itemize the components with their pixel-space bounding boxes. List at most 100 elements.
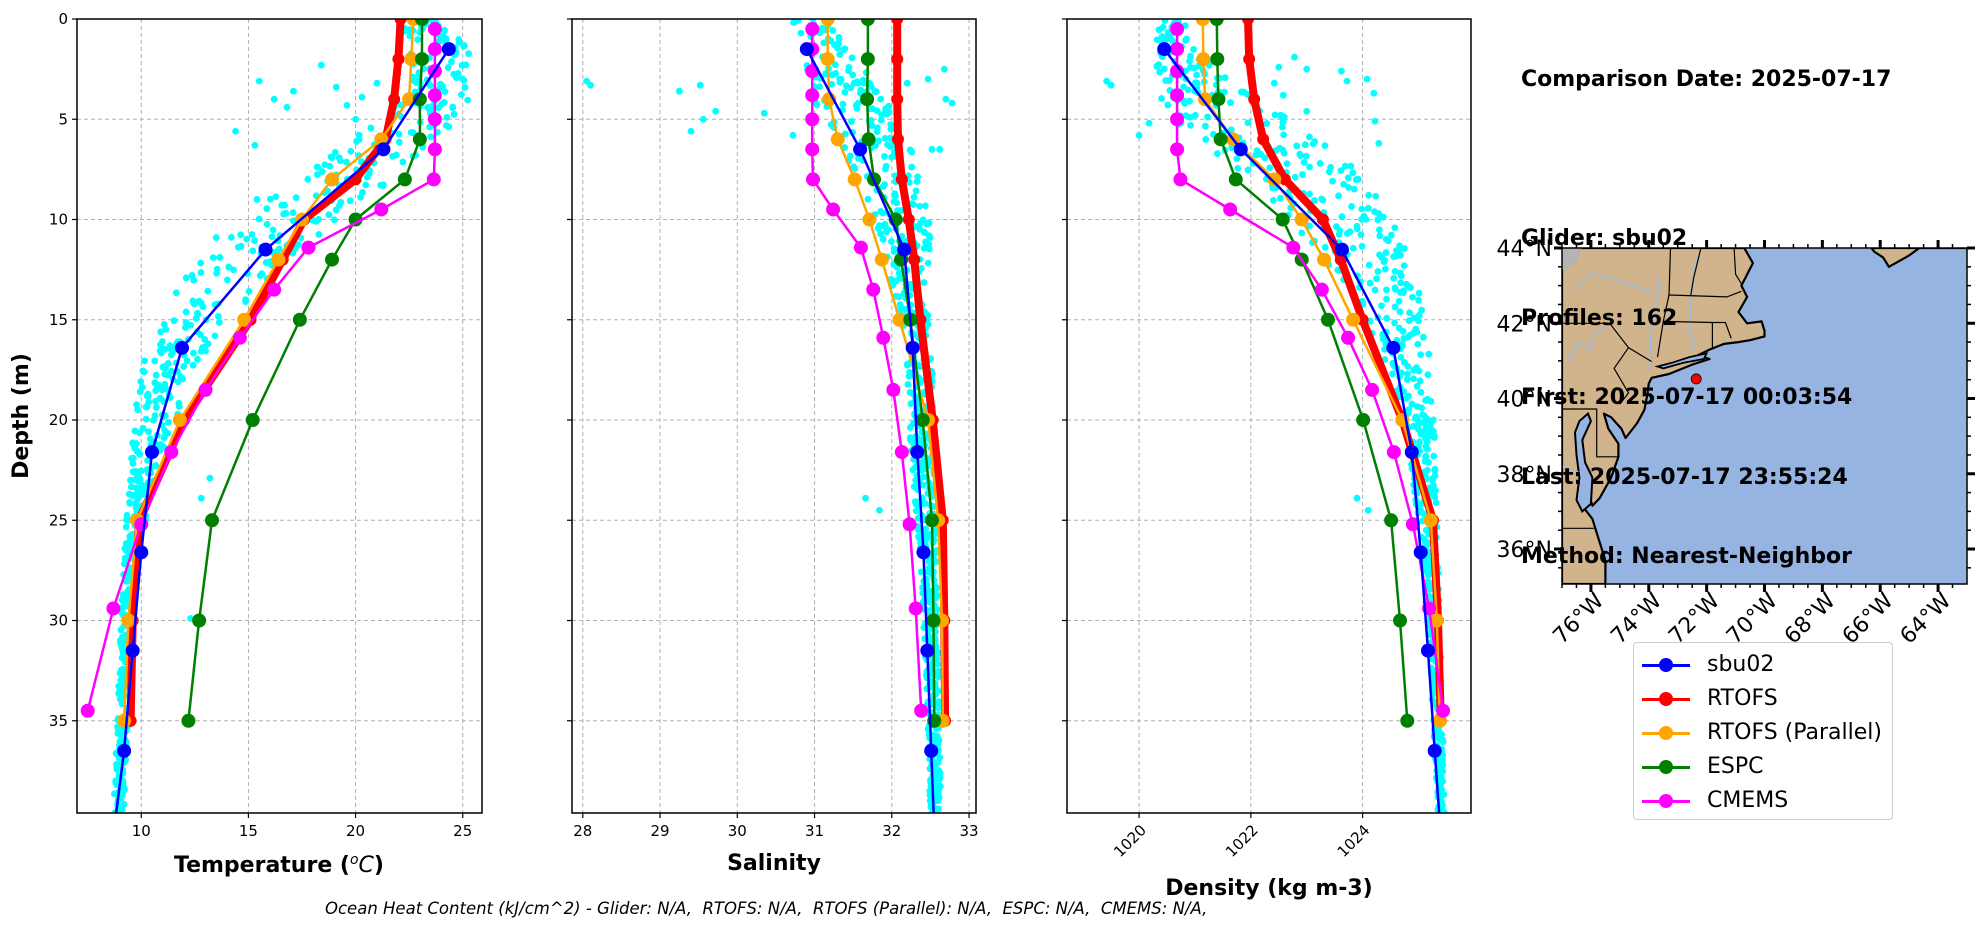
observation-point [243, 235, 251, 243]
observation-outlier [696, 81, 704, 89]
observation-point [268, 233, 276, 241]
observation-outlier [373, 79, 381, 87]
observation-point [1158, 95, 1165, 102]
observation-point [906, 369, 914, 376]
observation-point [1187, 63, 1194, 71]
observation-point [1350, 185, 1358, 193]
observation-point [189, 297, 197, 305]
series-marker [145, 445, 159, 460]
observation-outlier [1303, 107, 1311, 115]
series-espc [860, 19, 942, 728]
observation-point [841, 45, 849, 53]
series-marker [198, 382, 213, 397]
series-marker [348, 212, 363, 227]
observation-point [177, 373, 184, 381]
state-border [1562, 408, 1619, 458]
observation-point [1391, 285, 1399, 293]
observation-point [1227, 126, 1235, 134]
observation-outlier [1279, 91, 1287, 99]
series-marker [924, 743, 939, 758]
observation-point [1414, 340, 1422, 348]
observation-point [936, 754, 944, 762]
observation-point [1201, 122, 1209, 130]
series-marker [895, 173, 908, 186]
series-marker [1157, 42, 1172, 57]
observation-point [888, 153, 895, 161]
observation-point [161, 380, 169, 388]
glider-observation-scatter [1103, 19, 1448, 813]
temperature-axis-title: Temperature (oC) [174, 852, 384, 878]
observation-point [223, 276, 231, 284]
series-marker [325, 252, 339, 267]
observation-point [1155, 61, 1163, 69]
observation-point [399, 158, 407, 166]
observation-point [313, 171, 321, 178]
observation-point [895, 293, 903, 301]
observation-point [159, 338, 166, 345]
observation-point [1192, 79, 1199, 87]
series-marker [926, 613, 941, 628]
observation-point [925, 558, 933, 565]
observation-point [1187, 52, 1194, 60]
observation-point [137, 378, 145, 386]
observation-point [1424, 371, 1432, 379]
observation-point [1415, 296, 1422, 304]
legend-item-cmems: CMEMS [1634, 785, 1892, 819]
series-marker [1334, 242, 1349, 257]
observation-point [879, 235, 887, 243]
observation-outlier [1303, 65, 1311, 73]
chesapeake-bay [1573, 411, 1594, 513]
observation-point [312, 217, 320, 225]
observation-point [318, 168, 326, 175]
river [1567, 326, 1606, 362]
observation-outlier [232, 127, 239, 135]
map-lon-tick-label: 76°W [1549, 588, 1610, 649]
series-marker [806, 172, 821, 187]
observation-point [131, 444, 139, 452]
observation-point [1279, 123, 1286, 131]
observation-point [1391, 267, 1399, 275]
observation-point [1438, 736, 1446, 744]
series-marker [1170, 42, 1185, 57]
series-marker [866, 282, 881, 297]
observation-point [827, 121, 835, 129]
observation-point [877, 95, 885, 103]
observation-outlier [255, 77, 263, 85]
observation-point [1311, 138, 1319, 145]
map-lon-tick-label: 68°W [1780, 588, 1841, 649]
observation-point [1190, 45, 1197, 53]
observation-point [131, 427, 139, 435]
observation-point [122, 523, 130, 531]
observation-point [881, 134, 889, 142]
observation-point [346, 197, 354, 205]
last-profile-time: Last: 2025-07-17 23:55:24 [1521, 464, 1848, 490]
observation-point [359, 189, 366, 196]
observation-outlier [940, 65, 948, 73]
observation-point [1162, 77, 1170, 84]
series-marker [1196, 52, 1211, 67]
series-marker [1170, 64, 1185, 79]
observation-point [1337, 167, 1345, 175]
observation-point [1347, 162, 1355, 170]
series-marker [853, 142, 868, 157]
series-marker [292, 312, 307, 327]
observation-outlier [687, 127, 695, 135]
observation-point [1202, 136, 1210, 143]
observation-point [906, 146, 914, 154]
legend-label-espc: ESPC [1707, 754, 1764, 779]
observation-point [234, 243, 242, 251]
observation-outlier [332, 83, 340, 91]
series-marker [374, 202, 389, 217]
series-marker [1386, 445, 1401, 460]
series-marker [412, 92, 427, 107]
x-tick-label: 20 [346, 822, 365, 840]
observation-point [182, 324, 189, 331]
observation-point [367, 124, 375, 132]
observation-point [890, 245, 898, 253]
series-marker [427, 42, 442, 57]
series-marker [902, 213, 915, 226]
map-lat-tick-label: 42°N [1497, 312, 1552, 337]
observation-point [332, 206, 340, 214]
legend-item-rtofs: RTOFS [1634, 683, 1892, 717]
observation-outlier [1343, 77, 1351, 85]
